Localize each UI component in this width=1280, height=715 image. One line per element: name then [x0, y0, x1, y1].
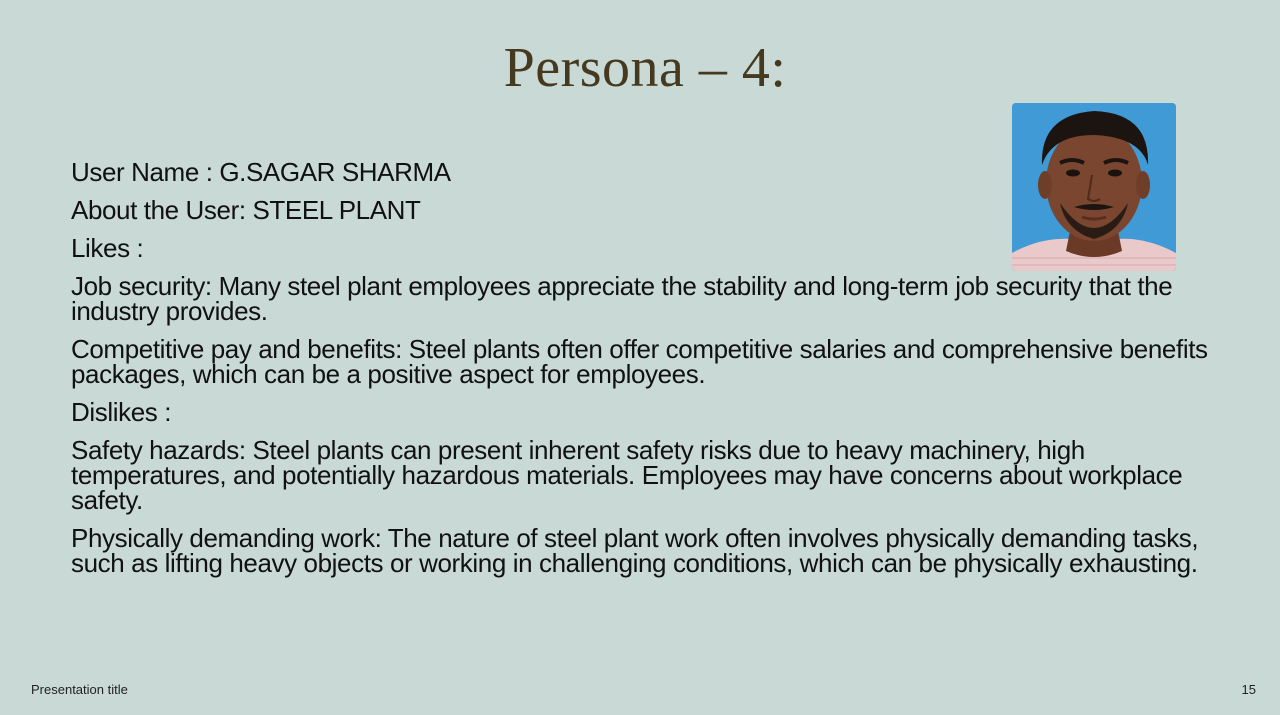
user-photo: [1012, 103, 1176, 271]
dislikes-item-safety-hazards: Safety hazards: Steel plants can present…: [71, 435, 1183, 515]
footer-presentation-title: Presentation title: [31, 682, 128, 697]
user-photo-image: [1012, 103, 1176, 271]
about-user-line: About the User: STEEL PLANT: [71, 195, 421, 225]
user-name-line: User Name : G.SAGAR SHARMA: [71, 157, 451, 187]
dislikes-item-physical-work: Physically demanding work: The nature of…: [71, 523, 1199, 578]
dislikes-heading: Dislikes :: [71, 397, 172, 427]
likes-heading: Likes :: [71, 233, 144, 263]
likes-item-job-security: Job security: Many steel plant employees…: [71, 271, 1173, 326]
footer-page-number: 15: [1241, 682, 1256, 697]
persona-details: User Name : G.SAGAR SHARMA About the Use…: [71, 157, 1221, 589]
slide-title: Persona – 4:: [503, 37, 787, 99]
likes-item-pay-benefits: Competitive pay and benefits: Steel plan…: [71, 334, 1208, 389]
